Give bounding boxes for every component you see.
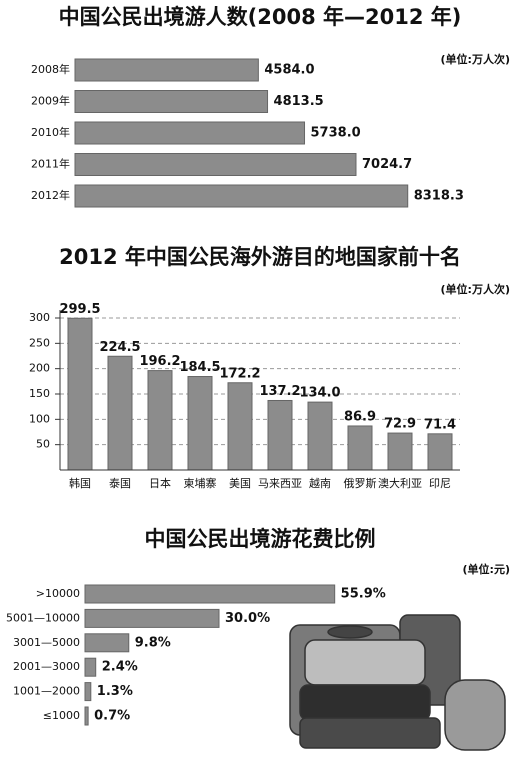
unit-label: (单位:元): [463, 562, 510, 576]
bar: [107, 355, 133, 471]
y-tick-label: 3001—5000: [13, 636, 80, 649]
value-label: 184.5: [179, 360, 220, 375]
value-label: 299.5: [59, 302, 100, 317]
bar: [84, 682, 92, 702]
x-tick-label: 日本: [149, 476, 171, 490]
value-label: 224.5: [99, 340, 140, 355]
bar: [307, 401, 333, 471]
value-label: 7024.7: [362, 157, 412, 172]
chart-title: 中国公民出境游人数(2008 年—2012 年): [59, 5, 462, 29]
y-tick-label: 2001—3000: [13, 660, 80, 673]
value-label: 137.2: [259, 384, 300, 399]
y-tick-label: 2010年: [31, 125, 70, 139]
value-label: 4584.0: [264, 63, 314, 78]
y-tick-label: 2008年: [31, 62, 70, 76]
y-tick-label: 50: [36, 438, 50, 451]
x-tick-label: 泰国: [109, 476, 131, 490]
bar: [84, 608, 220, 628]
unit-label: (单位:万人次): [441, 52, 510, 66]
bar: [84, 657, 97, 677]
bar: [147, 370, 173, 471]
x-tick-label: 越南: [309, 476, 331, 490]
value-label: 0.7%: [94, 709, 130, 724]
x-tick-label: 美国: [229, 477, 251, 490]
x-tick-label: 俄罗斯: [344, 477, 377, 490]
y-tick-label: 2009年: [31, 94, 70, 108]
bar: [74, 184, 409, 208]
x-tick-label: 马来西亚: [258, 477, 302, 490]
bar: [84, 706, 89, 726]
value-label: 71.4: [424, 417, 456, 432]
bar: [74, 153, 357, 176]
bar: [74, 58, 259, 82]
y-tick-label: 300: [29, 311, 50, 324]
y-tick-label: ≤1000: [43, 709, 80, 722]
value-label: 30.0%: [225, 611, 270, 626]
bar: [84, 633, 130, 653]
x-tick-label: 韩国: [69, 476, 91, 490]
value-label: 1.3%: [97, 684, 133, 699]
bar: [427, 433, 453, 471]
bar: [267, 399, 293, 471]
bar: [67, 317, 93, 471]
chart-title: 2012 年中国公民海外游目的地国家前十名: [59, 245, 461, 269]
y-tick-label: 200: [29, 362, 50, 375]
y-tick-label: >10000: [36, 587, 80, 600]
chart-title: 中国公民出境游花费比例: [145, 527, 376, 551]
bar: [74, 121, 306, 145]
y-tick-label: 100: [29, 412, 50, 425]
y-tick-label: 5001—10000: [6, 611, 80, 624]
value-label: 55.9%: [341, 587, 386, 602]
bar: [387, 432, 413, 471]
value-label: 4813.5: [274, 94, 324, 109]
y-tick-label: 1001—2000: [13, 685, 80, 698]
x-tick-label: 柬埔寨: [184, 476, 217, 490]
y-tick-label: 2012年: [31, 188, 70, 202]
bar: [74, 90, 269, 113]
bar: [227, 382, 253, 471]
bar: [84, 584, 336, 604]
value-label: 172.2: [219, 366, 260, 381]
y-tick-label: 150: [29, 387, 50, 400]
value-label: 5738.0: [311, 126, 361, 141]
unit-label: (单位:万人次): [441, 282, 510, 296]
y-tick-label: 2011年: [31, 157, 70, 171]
value-label: 86.9: [344, 409, 376, 424]
y-tick-label: 250: [29, 336, 50, 349]
value-label: 9.8%: [135, 635, 171, 650]
value-label: 2.4%: [102, 660, 138, 675]
bar: [347, 425, 373, 471]
x-tick-label: 澳大利亚: [378, 476, 422, 490]
luggage-illustration: [289, 614, 506, 751]
value-label: 196.2: [139, 354, 180, 369]
value-label: 134.0: [299, 386, 340, 401]
bar: [187, 376, 213, 471]
value-label: 8318.3: [414, 189, 464, 204]
value-label: 72.9: [384, 417, 416, 432]
x-tick-label: 印尼: [429, 477, 451, 490]
